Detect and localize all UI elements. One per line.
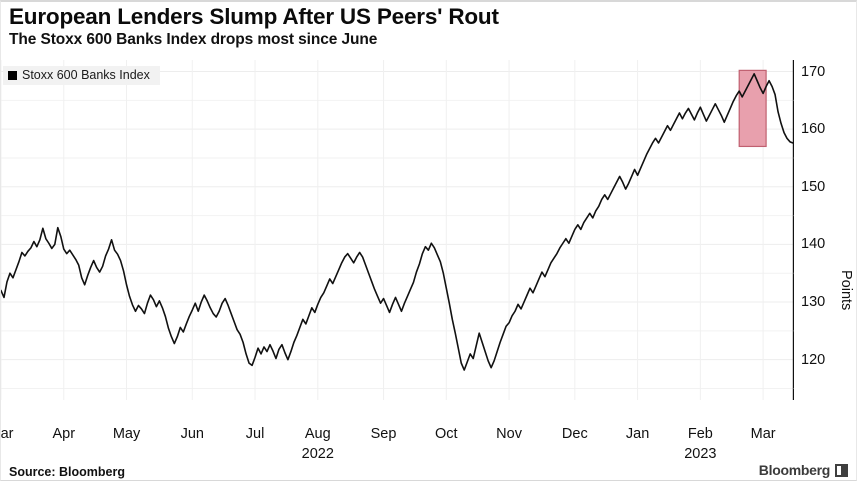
- series-chart: [1, 60, 794, 400]
- page-subtitle: The Stoxx 600 Banks Index drops most sin…: [9, 31, 378, 49]
- y-tick-label: 140: [801, 236, 826, 253]
- x-tick-label: Mar: [750, 426, 776, 442]
- x-tick-label: Jun: [180, 426, 204, 442]
- x-tick-label: Nov: [496, 426, 522, 442]
- plot-area: [1, 60, 794, 400]
- selloff-highlight-box: [738, 69, 767, 148]
- x-tick-label: Aug: [304, 426, 331, 442]
- y-tick-label: 130: [801, 294, 826, 311]
- y-tick-label: 170: [801, 63, 826, 80]
- x-tick-label: Dec: [561, 426, 588, 442]
- watermark-text: Bloomberg: [758, 462, 831, 478]
- x-tick-label: Sep: [370, 426, 397, 442]
- x-tick-label: Mar: [0, 426, 14, 442]
- y-axis-title: Points: [838, 270, 854, 311]
- x-axis-labels: Mar Apr May Jun Jul Aug 2022 Sep Oct Nov Dec Jan Feb…: [0, 426, 801, 476]
- bloomberg-watermark: Bloomberg: [759, 462, 848, 478]
- x-tick-year-label: 2022: [301, 446, 334, 462]
- source-note: Source: Bloomberg: [9, 465, 125, 479]
- x-tick-label: Jul: [245, 426, 265, 442]
- x-tick-year-label: 2023: [684, 446, 717, 462]
- x-tick-label: Oct: [435, 426, 458, 442]
- y-axis-labels: 120 130 140 150 160 170: [801, 60, 847, 412]
- gridlines-minor-y: [1, 99, 794, 389]
- series-line-stoxx-600-banks-index: [1, 73, 794, 371]
- gridlines-vertical: [1, 60, 764, 400]
- chart-legend[interactable]: Stoxx 600 Banks Index: [3, 66, 160, 85]
- x-tick-label: May: [112, 426, 141, 442]
- bloomberg-logo-icon: [835, 463, 848, 477]
- chart-header: European Lenders Slump After US Peers' R…: [9, 4, 849, 50]
- legend-series-label: Stoxx 600 Banks Index: [22, 68, 150, 82]
- y-axis-ticks: [793, 70, 794, 389]
- y-tick-label: 160: [801, 121, 826, 138]
- page-title: European Lenders Slump After US Peers' R…: [9, 4, 499, 29]
- y-tick-label: 150: [801, 178, 826, 195]
- x-tick-label: Jan: [625, 426, 650, 442]
- x-tick-label: Feb: [687, 426, 713, 442]
- x-tick-label: Apr: [52, 426, 76, 442]
- black-square-icon: [8, 70, 17, 80]
- y-tick-label: 120: [801, 351, 826, 368]
